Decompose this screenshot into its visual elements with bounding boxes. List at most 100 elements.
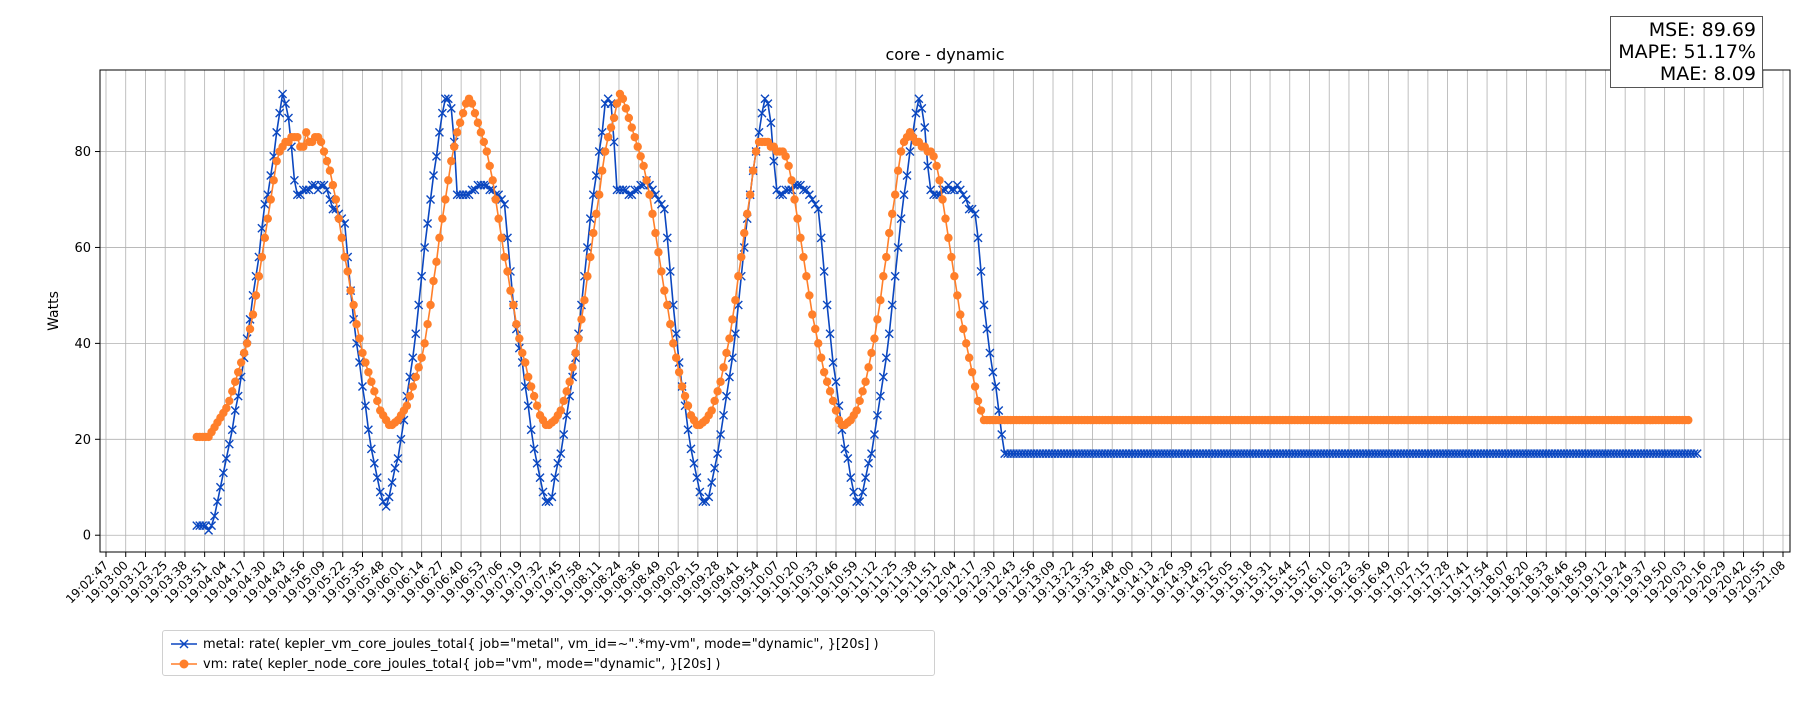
data-point-circle-marker	[784, 161, 793, 171]
data-point-x-marker	[887, 300, 897, 310]
data-point-x-marker	[502, 233, 512, 243]
data-point-x-marker	[381, 501, 391, 511]
data-point-circle-marker	[737, 252, 746, 262]
data-point-x-marker	[355, 358, 365, 368]
data-point-x-marker	[914, 94, 924, 104]
data-point-circle-marker	[932, 161, 941, 171]
data-point-circle-marker	[722, 348, 731, 358]
data-point-x-marker	[852, 497, 862, 507]
data-point-x-marker	[819, 266, 829, 276]
data-point-x-marker	[230, 406, 240, 416]
data-point-x-marker	[976, 266, 986, 276]
data-point-circle-marker	[512, 319, 521, 329]
data-point-circle-marker	[586, 252, 595, 262]
data-point-circle-marker	[367, 377, 376, 386]
data-point-x-marker	[215, 482, 225, 492]
data-point-x-marker	[970, 209, 980, 219]
mape-value: MAPE: 51.17%	[1618, 41, 1756, 63]
data-point-circle-marker	[805, 291, 814, 300]
data-point-circle-marker	[571, 348, 580, 358]
data-point-x-marker	[858, 487, 868, 497]
data-point-circle-marker	[592, 209, 601, 219]
data-point-x-marker	[911, 108, 921, 118]
data-point-circle-marker	[828, 396, 838, 406]
data-point-x-marker	[775, 190, 785, 200]
data-point-x-marker	[360, 401, 370, 411]
data-point-circle-marker	[725, 334, 734, 343]
data-point-x-marker	[719, 410, 729, 420]
data-point-circle-marker	[879, 272, 888, 281]
data-point-x-marker	[328, 204, 338, 214]
data-point-circle-marker	[444, 176, 453, 185]
data-point-circle-marker	[408, 382, 417, 391]
data-point-circle-marker	[976, 406, 986, 415]
data-point-x-marker	[784, 185, 794, 195]
data-point-circle-marker	[577, 315, 586, 324]
data-point-circle-marker	[896, 147, 906, 156]
data-point-circle-marker	[532, 401, 542, 410]
data-point-x-marker	[414, 300, 424, 310]
data-point-circle-marker	[816, 353, 826, 362]
data-point-circle-marker	[491, 195, 500, 204]
data-point-circle-marker	[497, 233, 506, 243]
legend: metal: rate( kepler_vm_core_joules_total…	[162, 630, 935, 676]
data-point-x-marker	[878, 372, 888, 382]
data-point-x-marker	[523, 401, 533, 411]
data-point-circle-marker	[621, 104, 631, 113]
data-point-x-marker	[991, 382, 1001, 392]
y-tick-label: 80	[74, 145, 91, 160]
data-point-x-marker	[440, 94, 450, 104]
data-point-x-marker	[872, 410, 882, 420]
data-point-x-marker	[1689, 449, 1699, 459]
data-point-x-marker	[553, 458, 563, 468]
data-point-circle-marker	[574, 334, 583, 343]
data-point-x-marker	[843, 453, 853, 463]
data-point-x-marker	[905, 147, 915, 157]
data-point-circle-marker	[967, 367, 977, 377]
data-point-x-marker	[275, 108, 285, 118]
data-point-circle-marker	[893, 166, 903, 175]
data-point-circle-marker	[609, 113, 619, 123]
data-point-x-marker	[757, 108, 767, 118]
data-point-circle-marker	[583, 272, 592, 281]
data-point-x-marker	[544, 497, 554, 507]
data-point-circle-marker	[734, 272, 743, 281]
data-point-x-marker	[724, 372, 734, 382]
data-point-circle-marker	[654, 248, 663, 257]
data-point-x-marker	[224, 439, 234, 449]
data-point-circle-marker	[612, 99, 622, 108]
metrics-box: MSE: 89.69 MAPE: 51.17% MAE: 8.09	[1610, 16, 1763, 88]
data-point-circle-marker	[222, 403, 231, 413]
data-point-circle-marker	[455, 118, 465, 127]
data-point-x-marker	[973, 233, 983, 243]
data-point-circle-marker	[565, 377, 574, 386]
data-point-x-marker	[946, 185, 956, 195]
data-point-x-marker	[606, 99, 616, 109]
data-point-circle-marker	[458, 108, 468, 118]
data-point-x-marker	[967, 204, 977, 214]
data-point-x-marker	[497, 194, 507, 204]
data-point-x-marker	[801, 185, 811, 195]
data-point-circle-marker	[751, 147, 761, 156]
data-point-x-marker	[405, 372, 415, 382]
data-point-circle-marker	[269, 176, 278, 185]
data-point-x-marker	[541, 497, 551, 507]
data-point-circle-marker	[973, 396, 983, 406]
data-point-x-marker	[257, 223, 267, 233]
data-point-x-marker	[893, 242, 903, 252]
data-point-circle-marker	[677, 382, 687, 391]
data-point-circle-marker	[825, 387, 835, 396]
data-point-x-marker	[207, 521, 217, 531]
data-point-circle-marker	[423, 319, 432, 329]
data-point-circle-marker	[272, 156, 281, 166]
data-point-x-marker	[665, 266, 675, 276]
data-point-x-marker	[713, 449, 723, 459]
data-point-x-marker	[760, 94, 770, 104]
data-point-x-marker	[795, 180, 805, 190]
data-point-x-marker	[272, 127, 282, 137]
data-point-x-marker	[849, 487, 859, 497]
data-point-circle-marker	[959, 324, 968, 334]
data-point-circle-marker	[831, 406, 841, 415]
data-point-x-marker	[721, 391, 731, 401]
data-point-x-marker	[881, 353, 891, 363]
